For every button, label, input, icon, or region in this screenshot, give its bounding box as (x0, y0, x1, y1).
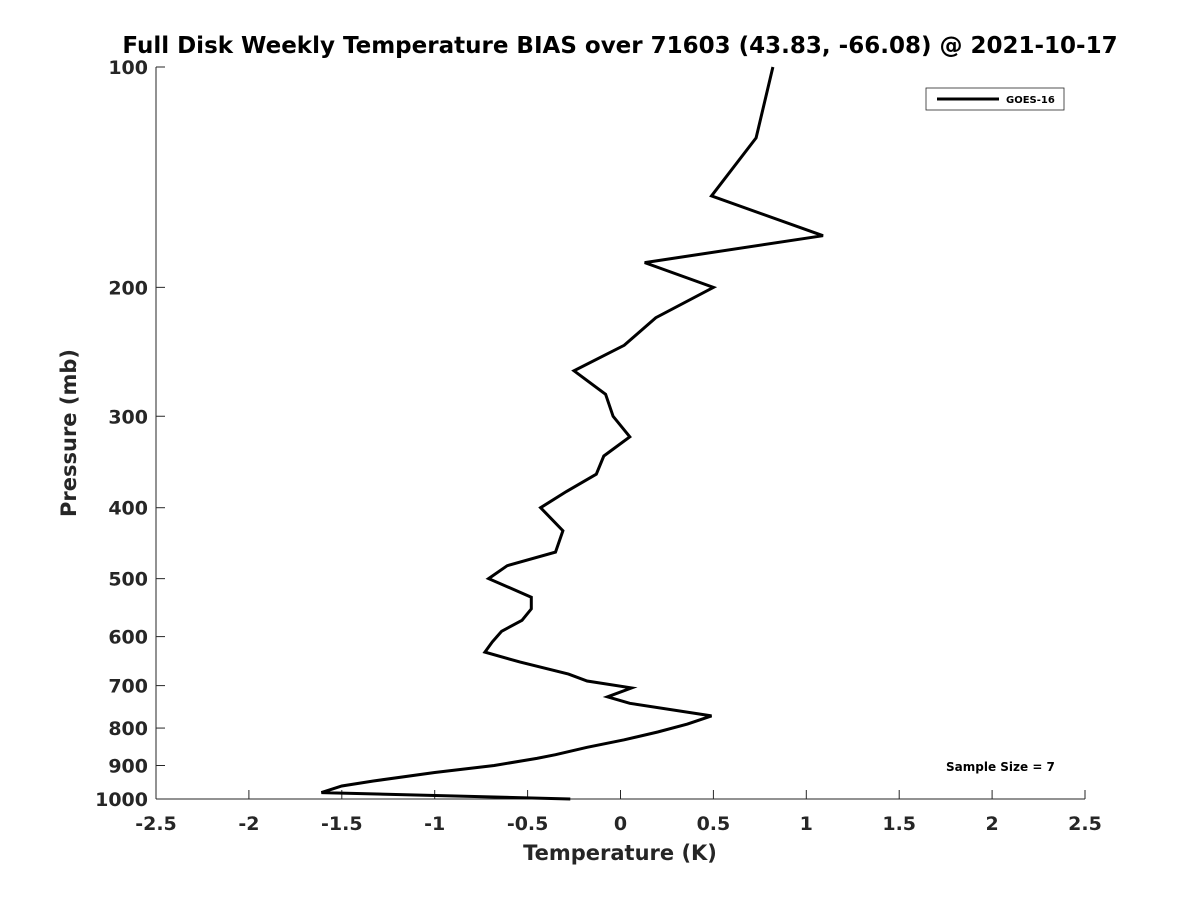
y-tick-label: 500 (108, 569, 148, 591)
x-tick-label: -2 (238, 813, 259, 835)
sample-size-annotation: Sample Size = 7 (946, 760, 1055, 774)
y-tick-label: 300 (108, 406, 148, 428)
y-axis-ticks: 100 200 300 400 500 600 700 800 900 1000 (95, 57, 165, 811)
x-tick-label: 2.5 (1068, 813, 1102, 835)
x-tick-label: -1.5 (321, 813, 363, 835)
y-tick-label: 200 (108, 277, 148, 299)
x-tick-label: -0.5 (507, 813, 549, 835)
x-tick-label: 0 (614, 813, 627, 835)
x-tick-label: -2.5 (135, 813, 177, 835)
y-tick-label: 800 (108, 718, 148, 740)
legend: GOES-16 (925, 87, 1065, 111)
x-tick-label: 0.5 (697, 813, 731, 835)
chart-title: Full Disk Weekly Temperature BIAS over 7… (122, 33, 1117, 59)
plot-area (156, 67, 1085, 799)
y-tick-label: 100 (108, 57, 148, 79)
y-tick-label: 600 (108, 627, 148, 649)
x-tick-label: 2 (985, 813, 998, 835)
series-layer (320, 66, 824, 801)
y-axis-label: Pressure (mb) (57, 349, 81, 517)
y-tick-label: 700 (108, 676, 148, 698)
x-axis-label: Temperature (K) (523, 841, 717, 865)
x-axis-ticks: -2.5 -2 -1.5 -1 -0.5 0 0.5 1 1.5 2 2.5 (135, 790, 1102, 835)
x-tick-label: 1.5 (882, 813, 916, 835)
y-tick-label: 1000 (95, 789, 148, 811)
y-tick-label: 400 (108, 498, 148, 520)
x-tick-label: 1 (800, 813, 813, 835)
y-tick-label: 900 (108, 756, 148, 778)
legend-label-goes-16: GOES-16 (1006, 95, 1055, 106)
x-tick-label: -1 (424, 813, 445, 835)
series-line-goes-16 (320, 66, 824, 801)
